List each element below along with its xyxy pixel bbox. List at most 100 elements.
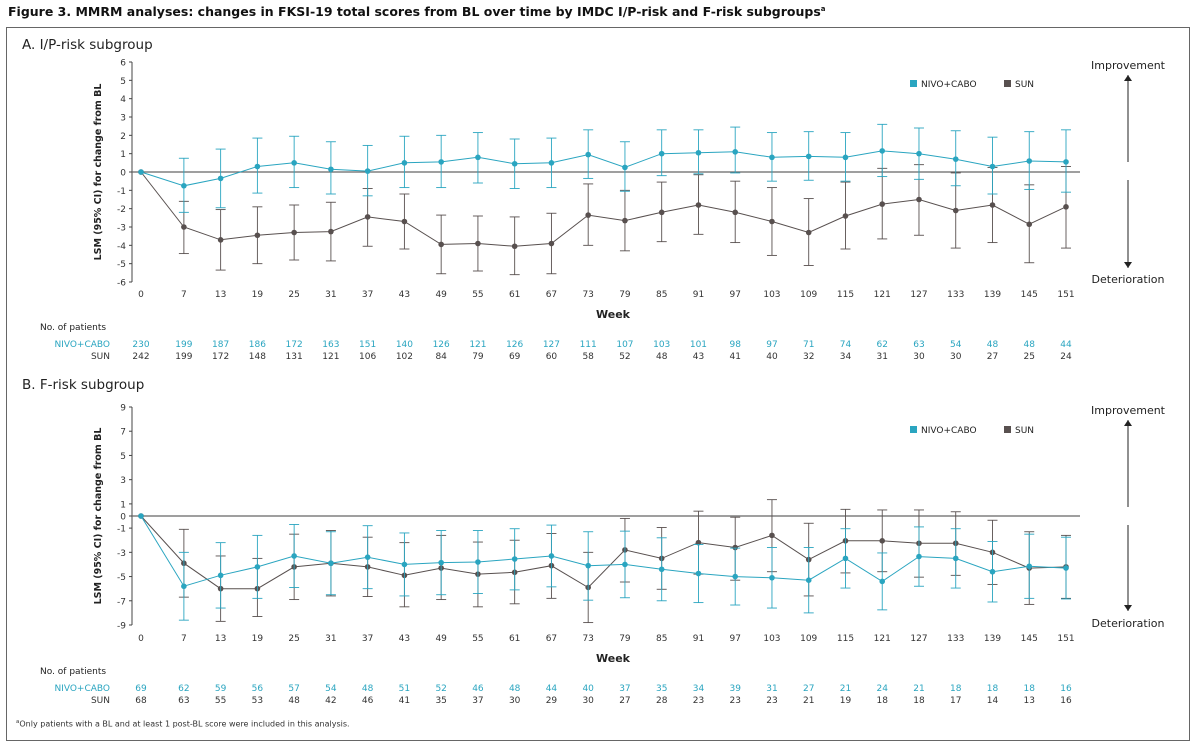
improvement-arrow-head — [1124, 420, 1132, 426]
patients-count: 68 — [135, 696, 147, 706]
y-tick-label: 4 — [120, 95, 126, 105]
data-point — [364, 168, 371, 174]
patients-count: 199 — [175, 352, 192, 362]
improvement-arrow-head — [1124, 75, 1132, 81]
data-point — [695, 570, 702, 577]
footnote-marker: a — [16, 719, 20, 725]
patients-label: No. of patients — [40, 667, 106, 677]
data-point — [842, 213, 849, 219]
data-point — [805, 577, 812, 583]
patients-count: 21 — [803, 696, 814, 706]
data-point — [916, 553, 922, 560]
data-point — [805, 153, 812, 160]
patients-count: 46 — [362, 696, 374, 706]
data-point — [769, 154, 775, 161]
data-point — [658, 566, 665, 573]
data-point — [989, 568, 996, 575]
data-point — [769, 574, 775, 581]
data-point — [695, 149, 702, 156]
x-tick-label: 79 — [619, 634, 631, 644]
patients-count: 14 — [987, 696, 999, 706]
y-tick-label: -4 — [117, 242, 126, 252]
data-point — [1026, 158, 1033, 164]
data-point — [328, 560, 334, 567]
data-point — [989, 163, 996, 170]
data-point — [475, 559, 481, 565]
patients-count: 44 — [546, 684, 558, 694]
patients-count: 103 — [653, 340, 670, 350]
patients-count: 56 — [252, 684, 264, 694]
data-point — [952, 555, 959, 562]
data-point — [879, 148, 886, 154]
y-tick-label: -1 — [117, 525, 126, 535]
patients-count: 35 — [656, 684, 667, 694]
patients-count: 59 — [215, 684, 227, 694]
patients-count: 30 — [950, 352, 962, 362]
x-tick-label: 55 — [472, 290, 483, 300]
footnote: aOnly patients with a BL and at least 1 … — [16, 719, 350, 729]
patients-count: 18 — [913, 696, 925, 706]
x-tick-label: 115 — [837, 634, 854, 644]
patients-count: 172 — [286, 340, 303, 350]
x-tick-label: 139 — [984, 634, 1001, 644]
data-point — [732, 573, 739, 580]
patients-count: 18 — [987, 684, 999, 694]
patients-count: 151 — [359, 340, 376, 350]
y-tick-label: 1 — [120, 500, 126, 510]
patients-count: 62 — [876, 340, 887, 350]
legend-label: NIVO+CABO — [921, 80, 977, 90]
patients-count: 24 — [876, 684, 888, 694]
data-point — [952, 156, 959, 162]
patients-count: 53 — [252, 696, 263, 706]
y-axis-label: LSM (95% CI) for change from BL — [93, 428, 104, 605]
x-tick-label: 67 — [546, 634, 557, 644]
deterioration-arrow-head — [1124, 605, 1132, 611]
x-tick-label: 55 — [472, 634, 483, 644]
patients-count: 19 — [840, 696, 852, 706]
patients-count: 242 — [132, 352, 149, 362]
x-tick-label: 151 — [1057, 634, 1074, 644]
data-point — [254, 163, 261, 170]
patients-row-label: SUN — [91, 352, 110, 362]
data-point — [658, 150, 665, 157]
data-point — [769, 532, 775, 539]
patients-count: 55 — [215, 696, 226, 706]
patients-count: 30 — [582, 696, 594, 706]
data-point — [511, 243, 518, 250]
patients-count: 18 — [876, 696, 888, 706]
patients-count: 126 — [433, 340, 450, 350]
x-tick-label: 73 — [582, 634, 593, 644]
x-tick-label: 115 — [837, 290, 854, 300]
patients-count: 27 — [619, 696, 630, 706]
patients-table: No. of patients NIVO+CABO 69 62 59 56 57 54 48 51… — [40, 667, 1072, 706]
x-tick-label: 85 — [656, 290, 667, 300]
y-tick-label: 3 — [120, 476, 126, 486]
data-point — [585, 212, 591, 218]
patients-count: 44 — [1060, 340, 1072, 350]
patients-count: 79 — [472, 352, 484, 362]
patients-count: 97 — [766, 340, 777, 350]
x-tick-label: 7 — [181, 290, 187, 300]
patients-count: 29 — [546, 696, 558, 706]
patients-count: 41 — [729, 352, 740, 362]
data-point — [438, 159, 444, 165]
data-point — [328, 166, 334, 173]
improvement-label: Improvement — [1091, 59, 1166, 72]
data-point — [989, 202, 996, 208]
patients-count: 57 — [288, 684, 299, 694]
y-tick-label: -1 — [117, 187, 126, 197]
x-tick-label: 7 — [181, 634, 187, 644]
x-tick-label: 67 — [546, 290, 557, 300]
patients-count: 106 — [359, 352, 376, 362]
patients-count: 71 — [803, 340, 814, 350]
x-axis-label: Week — [596, 652, 631, 665]
patients-count: 28 — [656, 696, 668, 706]
series-line — [140, 171, 1067, 247]
patients-count: 69 — [135, 684, 147, 694]
patients-count: 54 — [325, 684, 337, 694]
data-point — [658, 209, 665, 216]
y-tick-label: -5 — [117, 573, 126, 583]
patients-count: 52 — [435, 684, 446, 694]
y-tick-label: 5 — [120, 452, 126, 462]
data-point — [622, 217, 628, 224]
